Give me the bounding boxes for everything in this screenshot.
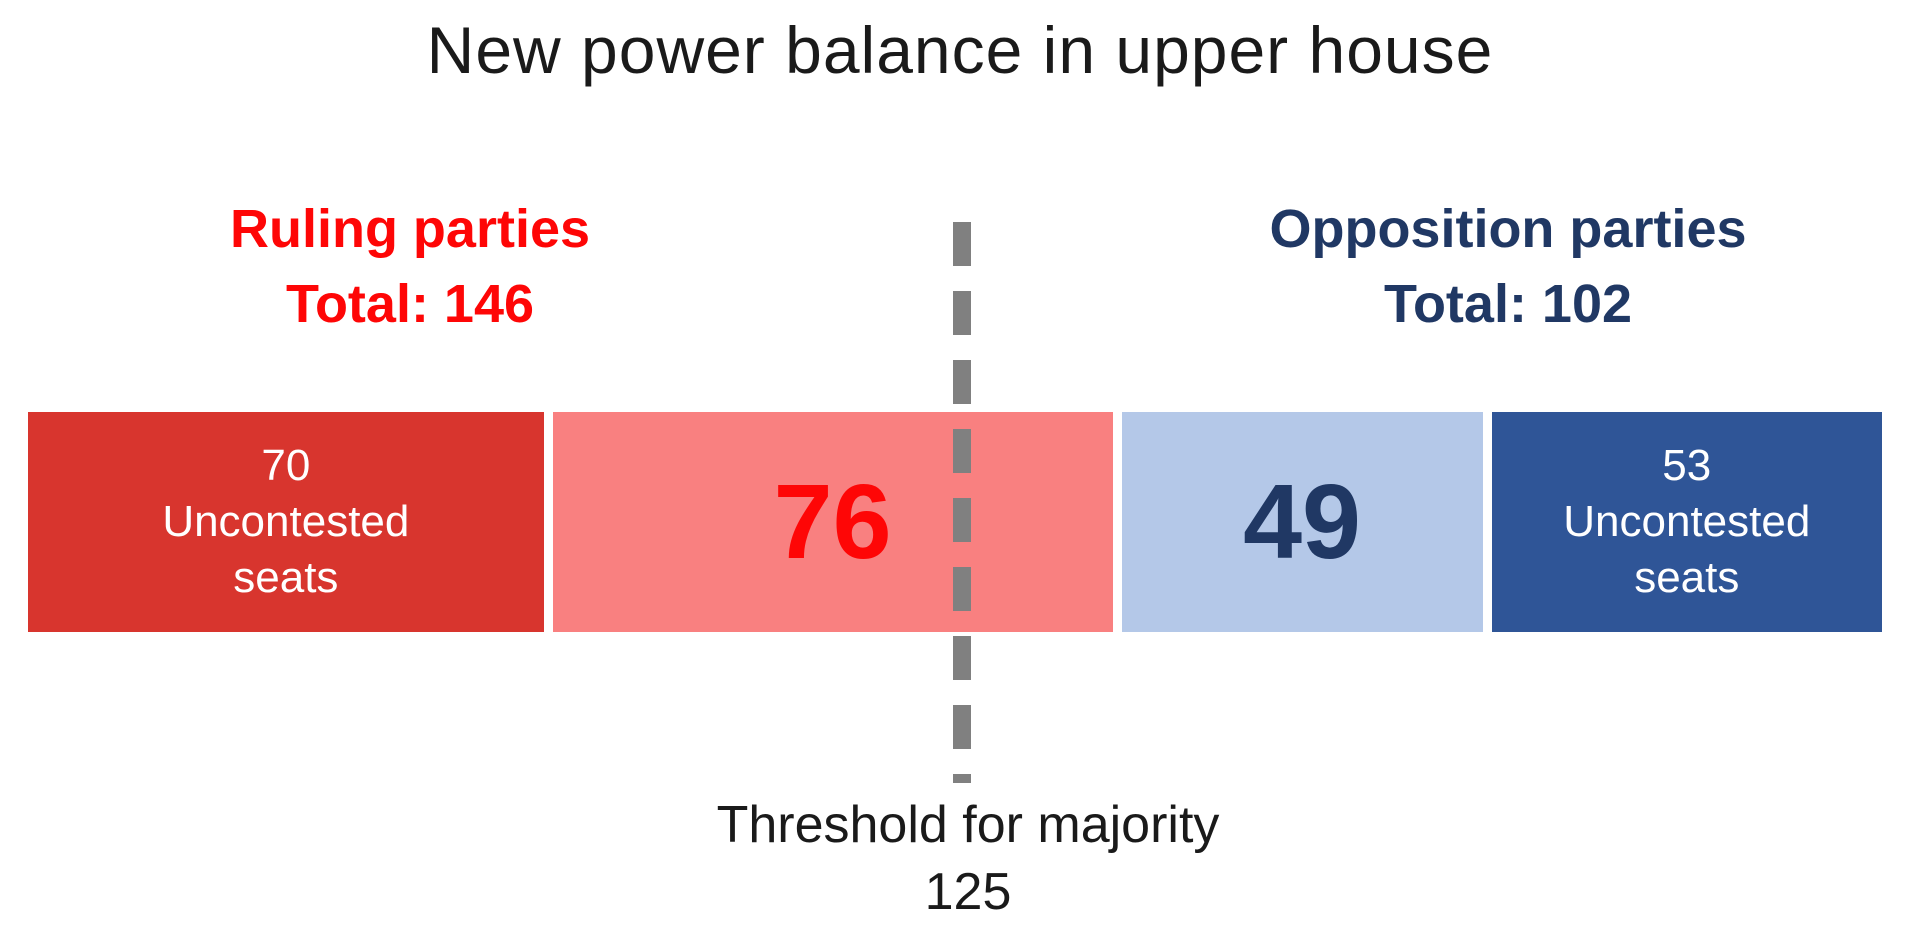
ruling-parties-name: Ruling parties xyxy=(229,199,591,259)
bar-segment-ruling-contested: 76 xyxy=(552,412,1113,632)
majority-threshold-line xyxy=(953,222,972,783)
seat-bar: 70 Uncontested seats 76 49 53 Unconteste… xyxy=(28,222,1883,783)
opposition-parties-label: Opposition parties Total: 102 xyxy=(1158,192,1858,341)
segment-text-line: Uncontested xyxy=(162,497,410,547)
threshold-caption-value: 125 xyxy=(924,862,1012,921)
threshold-caption: Threshold for majority 125 xyxy=(568,792,1368,925)
opposition-parties-name: Opposition parties xyxy=(1269,199,1747,259)
chart-title: New power balance in upper house xyxy=(426,13,1494,87)
bar-segment-opposition-contested: 49 xyxy=(1121,412,1483,632)
segment-value: 70 xyxy=(261,441,311,491)
threshold-caption-text: Threshold for majority xyxy=(716,796,1220,854)
segment-value: 76 xyxy=(773,463,892,581)
segment-value: 49 xyxy=(1243,463,1362,581)
segment-label: 53 Uncontested seats xyxy=(1563,438,1810,606)
opposition-parties-total: Total: 102 xyxy=(1383,273,1633,334)
ruling-parties-total: Total: 146 xyxy=(285,273,535,334)
segment-text-line: Uncontested xyxy=(1563,497,1811,547)
segment-value: 53 xyxy=(1662,441,1712,491)
ruling-parties-label: Ruling parties Total: 146 xyxy=(60,192,760,341)
segment-label: 70 Uncontested seats xyxy=(162,438,409,606)
segment-text-line: seats xyxy=(233,552,339,602)
segment-text-line: seats xyxy=(1634,552,1740,602)
bar-segment-ruling-uncontested: 70 Uncontested seats xyxy=(28,412,544,632)
bar-segment-opposition-uncontested: 53 Uncontested seats xyxy=(1491,412,1883,632)
